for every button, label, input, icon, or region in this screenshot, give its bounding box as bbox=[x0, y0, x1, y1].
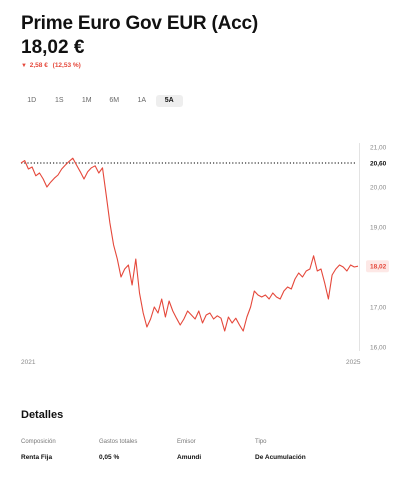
detail-value: De Acumulación bbox=[255, 454, 306, 461]
fund-title: Prime Euro Gov EUR (Acc) bbox=[21, 13, 258, 34]
price-chart[interactable]: 21,0020,0019,0018,0017,0016,0020,6018,02… bbox=[0, 130, 420, 372]
tab-6m[interactable]: 6M bbox=[109, 97, 120, 104]
x-tick-label: 2025 bbox=[346, 359, 361, 366]
detail-label: Tipo bbox=[255, 439, 267, 445]
detail-value: Renta Fija bbox=[21, 454, 53, 461]
change-absolute: 2,58 € bbox=[29, 62, 48, 69]
y-tick-label: 21,00 bbox=[370, 145, 387, 152]
tab-5a[interactable]: 5A bbox=[155, 95, 183, 107]
x-tick-label: 2021 bbox=[21, 359, 36, 366]
y-tick-label: 20,00 bbox=[370, 185, 387, 192]
detail-total-costs: Gastos totales 0,05 % bbox=[99, 439, 137, 461]
change-percent: (12,53 %) bbox=[52, 62, 81, 69]
y-tick-label: 17,00 bbox=[370, 305, 387, 312]
detail-label: Emisor bbox=[177, 439, 196, 445]
detail-value: Amundi bbox=[177, 454, 202, 461]
y-tick-label: 19,00 bbox=[370, 225, 387, 232]
current-value-badge bbox=[366, 260, 389, 273]
price-change: ▼ 2,58 € (12,53 %) bbox=[21, 62, 81, 69]
period-tabs: 1D 1S 1M 6M 1A 5A bbox=[18, 95, 183, 107]
detail-type: Tipo De Acumulación bbox=[255, 439, 306, 461]
details-heading: Detalles bbox=[21, 409, 64, 421]
detail-label: Gastos totales bbox=[99, 439, 138, 445]
detail-value: 0,05 % bbox=[99, 454, 120, 461]
tab-1m[interactable]: 1M bbox=[81, 97, 92, 104]
y-tick-label: 16,00 bbox=[370, 345, 387, 352]
detail-label: Composición bbox=[21, 439, 56, 445]
tab-1a[interactable]: 1A bbox=[137, 97, 147, 104]
price-series-line bbox=[20, 157, 359, 332]
current-value-label: 18,02 bbox=[370, 264, 387, 271]
current-price: 18,02 € bbox=[21, 37, 85, 58]
tab-1s[interactable]: 1S bbox=[54, 97, 64, 104]
detail-composition: Composición Renta Fija bbox=[21, 439, 56, 461]
triangle-down-icon: ▼ bbox=[21, 63, 27, 69]
detail-issuer: Emisor Amundi bbox=[177, 439, 201, 461]
start-value-label: 20,60 bbox=[370, 161, 387, 168]
tab-1d[interactable]: 1D bbox=[27, 97, 37, 104]
